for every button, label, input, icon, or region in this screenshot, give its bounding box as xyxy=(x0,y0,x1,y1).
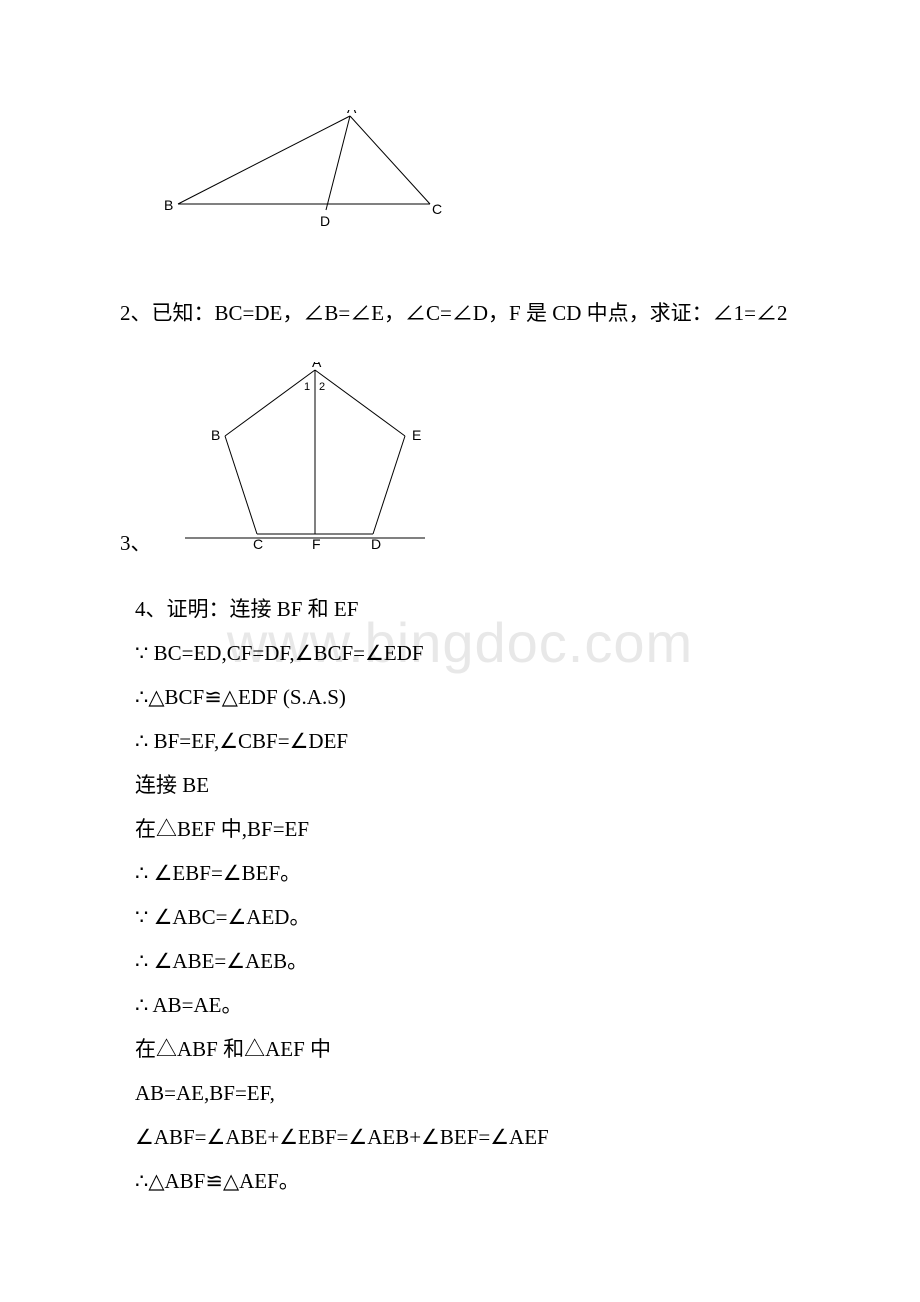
page-content: A B C D 2、已知：BC=DE，∠B=∠E，∠C=∠D，F 是 CD 中点，求证… xyxy=(120,110,800,1202)
proof-line: AB=AE,BF=EF, xyxy=(135,1072,800,1114)
proof-line: 连接 BE xyxy=(135,764,800,806)
figure-1-svg: A B C D xyxy=(150,110,450,230)
svg-text:D: D xyxy=(320,213,330,229)
svg-text:C: C xyxy=(432,201,442,217)
proof-line: ∴ AB=AE。 xyxy=(135,984,800,1026)
svg-text:C: C xyxy=(253,536,263,552)
proof-block: 4、证明：连接 BF 和 EF∵ BC=ED,CF=DF,∠BCF=∠EDF∴△… xyxy=(120,588,800,1202)
svg-text:B: B xyxy=(164,197,173,213)
item-3-prefix: 3、 xyxy=(120,527,152,563)
svg-text:1: 1 xyxy=(304,381,310,393)
proof-line: ∴ ∠ABE=∠AEB。 xyxy=(135,940,800,982)
figure-2-row: 3、 A B E C D F 12 xyxy=(120,362,800,563)
problem-2-statement: 2、已知：BC=DE，∠B=∠E，∠C=∠D，F 是 CD 中点，求证：∠1=∠… xyxy=(120,296,800,332)
svg-text:A: A xyxy=(347,110,357,116)
proof-line: ∴△ABF≌△AEF。 xyxy=(135,1160,800,1202)
svg-text:E: E xyxy=(412,427,421,443)
proof-line: ∵ ∠ABC=∠AED。 xyxy=(135,896,800,938)
proof-line: ∴△BCF≌△EDF (S.A.S) xyxy=(135,676,800,718)
proof-line: ∵ BC=ED,CF=DF,∠BCF=∠EDF xyxy=(135,632,800,674)
proof-line: ∴ BF=EF,∠CBF=∠DEF xyxy=(135,720,800,762)
figure-2-svg: A B E C D F 12 xyxy=(177,362,437,557)
figure-1-triangle: A B C D xyxy=(150,110,800,236)
svg-text:2: 2 xyxy=(319,381,325,393)
proof-line: ∠ABF=∠ABE+∠EBF=∠AEB+∠BEF=∠AEF xyxy=(135,1116,800,1158)
svg-text:F: F xyxy=(312,536,321,552)
problem-2-text: 已知：BC=DE，∠B=∠E，∠C=∠D，F 是 CD 中点，求证：∠1=∠2 xyxy=(152,301,788,325)
svg-text:D: D xyxy=(371,536,381,552)
problem-2-prefix: 2、 xyxy=(120,301,152,325)
proof-line: 4、证明：连接 BF 和 EF xyxy=(135,588,800,630)
proof-line: 在△BEF 中,BF=EF xyxy=(135,808,800,850)
proof-line: ∴ ∠EBF=∠BEF。 xyxy=(135,852,800,894)
svg-text:B: B xyxy=(211,427,220,443)
figure-2-pentagon: A B E C D F 12 xyxy=(177,362,437,563)
svg-text:A: A xyxy=(312,362,322,370)
proof-line: 在△ABF 和△AEF 中 xyxy=(135,1028,800,1070)
